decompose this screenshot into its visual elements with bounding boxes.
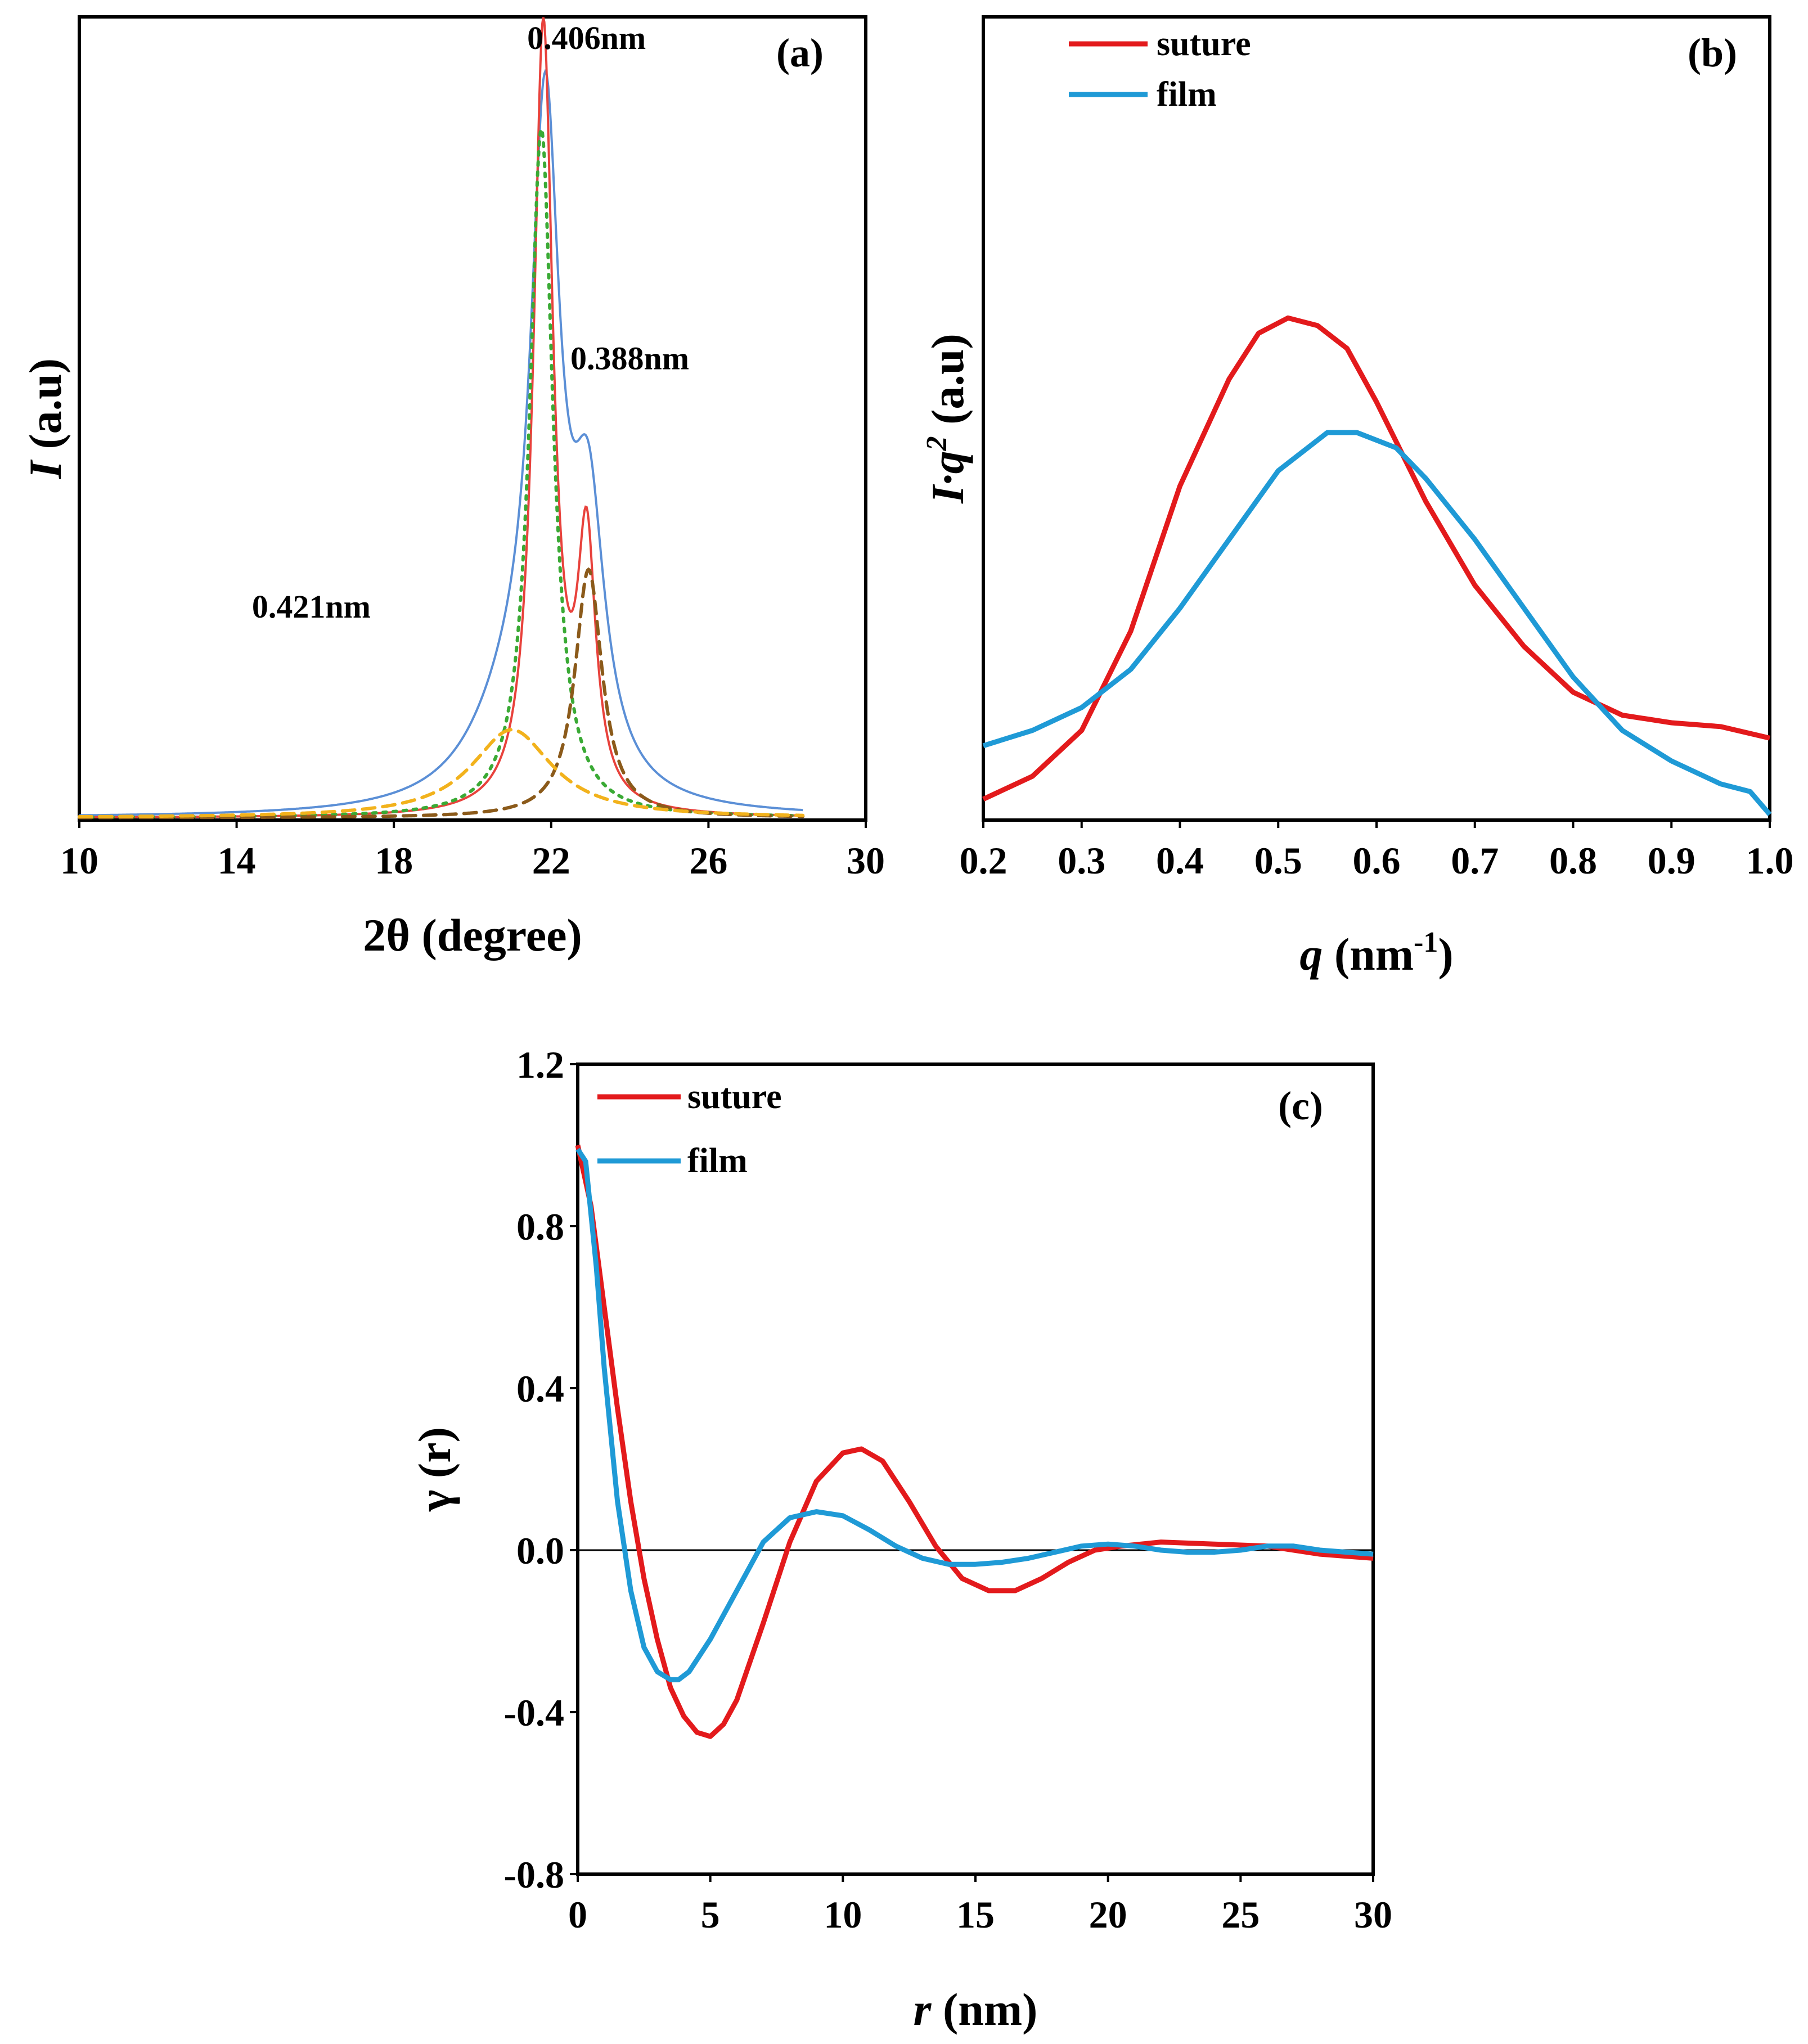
panel-a-y-axis-label: I (a.u) (20, 358, 71, 479)
panel-b-legend-suture: suture (1157, 25, 1251, 63)
panel-c-x-tick-label: 5 (701, 1893, 720, 1936)
panel-c-y-tick-label: 0.8 (516, 1205, 564, 1248)
panel-c-x-tick-label: 0 (568, 1893, 587, 1936)
panel-c-x-tick-label: 30 (1354, 1893, 1392, 1936)
panel-b-x-tick-label: 0.2 (960, 839, 1008, 882)
panel-b-x-tick-label: 0.4 (1156, 839, 1204, 882)
panel-c-x-axis-label-italic: r (914, 1984, 932, 2035)
panel-a-x-tick-label: 10 (60, 839, 98, 882)
panel-c-curves (575, 1145, 1374, 1739)
panel-c-series-suture (575, 1145, 1374, 1739)
panel-b-legend: suture film (1069, 25, 1251, 114)
panel-c-legend-suture: suture (687, 1078, 782, 1116)
panel-b-x-tick-label: 0.7 (1451, 839, 1499, 882)
panel-b-x-axis-label-rest: (nm (1323, 929, 1414, 980)
panel-b-x-tick-label: 0.5 (1254, 839, 1302, 882)
panel-b-series-suture (982, 315, 1771, 802)
panel-c-x-axis-label-rest: (nm) (931, 1984, 1037, 2035)
panel-b: 0.2 0.3 0.4 0.5 0.6 0.7 0.8 0.9 1.0 suture film … (921, 15, 1794, 980)
panel-b-y-axis-label-rest: (a.u) (922, 334, 973, 436)
panel-c-x-tick-label: 15 (956, 1893, 995, 1936)
panel-c-legend: suture film (597, 1078, 782, 1180)
panel-b-label: (b) (1688, 30, 1737, 75)
panel-b-series-film (982, 430, 1772, 816)
panel-c-x-ticks: 0 5 10 15 20 25 30 (568, 1874, 1392, 1936)
panel-c-y-tick-label: -0.4 (503, 1691, 564, 1734)
panel-c-x-axis-label: r (nm) (914, 1984, 1038, 2035)
panel-b-x-axis-label-italic: q (1299, 929, 1323, 980)
panel-a-annotation: 0.421nm (252, 588, 371, 625)
panel-c-x-tick-label: 25 (1221, 1893, 1260, 1936)
panel-a-x-tick-label: 18 (375, 839, 413, 882)
panel-a-y-axis-label-italic: I (20, 459, 71, 479)
panel-b-x-tick-label: 1.0 (1746, 839, 1794, 882)
panel-a-plot-frame (78, 15, 867, 822)
panel-c-label: (c) (1278, 1083, 1323, 1128)
panel-c-y-axis-label: γ (r) (409, 1427, 460, 1512)
panel-b-x-axis-label: q (nm-1) (1299, 926, 1453, 980)
panel-a-x-axis-label: 2θ (degree) (363, 910, 582, 961)
panel-c-series-film (575, 1147, 1374, 1682)
panel-b-y-axis-label-sup: 2 (921, 436, 953, 451)
panel-c-y-tick-label: -0.8 (503, 1853, 564, 1896)
panel-c-y-tick-label: 0.4 (516, 1367, 564, 1410)
panel-b-x-ticks: 0.2 0.3 0.4 0.5 0.6 0.7 0.8 0.9 1.0 (960, 820, 1794, 882)
panel-b-curves (982, 315, 1772, 816)
panel-a-curves (78, 17, 805, 820)
panel-a-x-tick-label: 30 (847, 839, 885, 882)
panel-a: 10 14 18 22 26 30 0.406nm 0.388nm 0.421nm (a) 2… (20, 15, 885, 961)
panel-b-x-tick-label: 0.3 (1058, 839, 1105, 882)
panel-c-legend-film: film (687, 1142, 748, 1180)
panel-a-annotation: 0.388nm (570, 340, 689, 377)
panel-b-x-axis-label-end: ) (1438, 929, 1453, 980)
panel-a-x-tick-label: 22 (532, 839, 570, 882)
panel-c-y-ticks: -0.8 -0.4 0.0 0.4 0.8 1.2 (503, 1043, 578, 1896)
panel-a-label: (a) (776, 30, 824, 75)
panel-a-x-ticks: 10 14 18 22 26 30 (60, 820, 885, 882)
panel-a-annotation: 0.406nm (527, 20, 646, 56)
panel-b-y-axis-label-italic: I·q (922, 451, 973, 503)
panel-b-legend-film: film (1157, 75, 1217, 114)
panel-a-annotations: 0.406nm 0.388nm 0.421nm (252, 20, 689, 625)
panel-c-x-tick-label: 10 (824, 1893, 862, 1936)
panel-b-y-axis-label: I·q2 (a.u) (921, 334, 973, 504)
panel-c-y-tick-label: 0.0 (516, 1529, 564, 1572)
panel-a-curve-peak-0.421nm (78, 728, 805, 818)
panel-c-x-tick-label: 20 (1089, 1893, 1127, 1936)
panel-a-x-tick-label: 26 (689, 839, 727, 882)
panel-b-x-axis-label-sup: -1 (1414, 926, 1438, 958)
panel-b-x-tick-label: 0.9 (1648, 839, 1695, 882)
panel-a-x-tick-label: 14 (218, 839, 256, 882)
panel-b-x-tick-label: 0.8 (1549, 839, 1597, 882)
panel-c: 0 5 10 15 20 25 30 -0.8 -0.4 0.0 0.4 0.8 1.2 suture… (409, 1043, 1392, 2035)
panel-a-y-axis-label-rest: (a.u) (20, 358, 71, 461)
panel-b-x-tick-label: 0.6 (1353, 839, 1401, 882)
panel-c-y-tick-label: 1.2 (516, 1043, 564, 1086)
panel-a-curve-total-envelope (79, 69, 803, 817)
